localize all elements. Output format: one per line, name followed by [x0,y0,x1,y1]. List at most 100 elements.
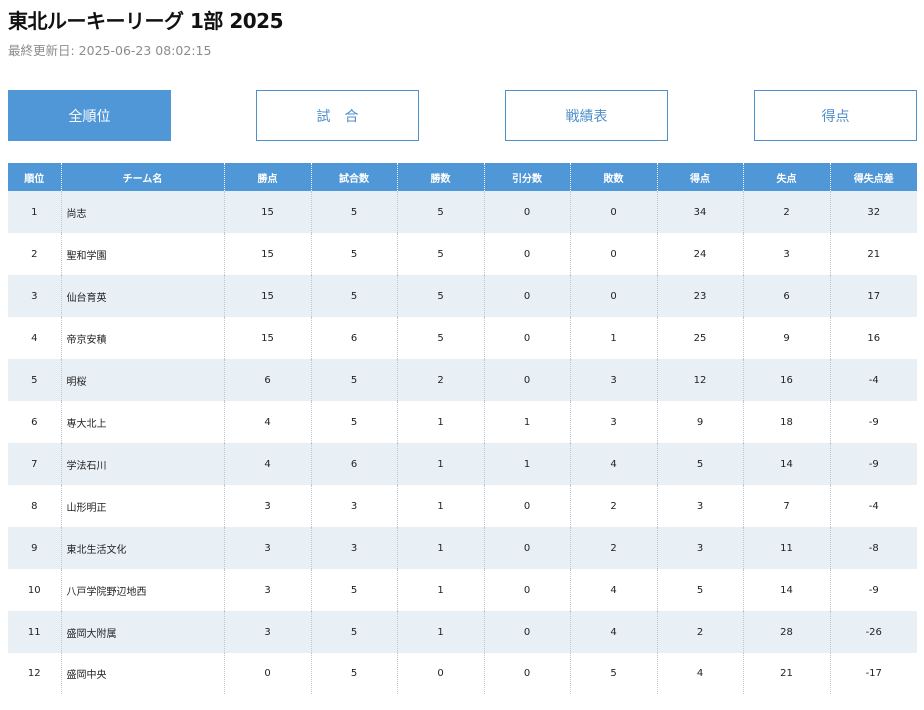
goals-for-cell: 2 [656,611,743,653]
wins-cell: 2 [396,359,484,401]
table-row: 8 山形明正 3 3 1 0 2 3 7 -4 [8,485,917,527]
last-updated-text: 最終更新日: 2025-06-23 08:02:15 [8,43,212,58]
goals-against-cell: 14 [742,443,830,485]
points-cell: 15 [223,191,311,233]
played-cell: 3 [310,485,397,527]
tab-results-table[interactable]: 戦績表 [505,90,668,141]
draws-cell: 0 [483,569,570,611]
tab-overall-standings[interactable]: 全順位 [8,90,171,141]
played-cell: 5 [310,401,397,443]
points-cell: 3 [223,611,311,653]
losses-cell: 0 [569,191,657,233]
rank-cell: 2 [8,233,61,275]
points-cell: 15 [223,275,311,317]
rank-cell: 5 [8,359,61,401]
team-name-cell: 帝京安積 [60,317,224,359]
draws-cell: 1 [483,401,570,443]
wins-cell: 5 [396,191,484,233]
team-name-cell: 明桜 [60,359,224,401]
column-header-goals-for: 得点 [656,163,743,191]
draws-cell: 0 [483,653,570,694]
table-row: 6 専大北上 4 5 1 1 3 9 18 -9 [8,401,917,443]
goal-difference-cell: -8 [829,527,917,569]
losses-cell: 4 [569,611,657,653]
rank-cell: 8 [8,485,61,527]
draws-cell: 0 [483,233,570,275]
goal-difference-cell: 21 [829,233,917,275]
points-cell: 6 [223,359,311,401]
goal-difference-cell: 32 [829,191,917,233]
column-header-team: チーム名 [60,163,224,191]
column-header-wins: 勝数 [396,163,484,191]
played-cell: 5 [310,191,397,233]
tab-scorers[interactable]: 得点 [754,90,917,141]
losses-cell: 0 [569,233,657,275]
losses-cell: 2 [569,485,657,527]
goals-for-cell: 12 [656,359,743,401]
goals-for-cell: 5 [656,443,743,485]
goals-against-cell: 18 [742,401,830,443]
team-name-cell: 仙台育英 [60,275,224,317]
table-row: 3 仙台育英 15 5 5 0 0 23 6 17 [8,275,917,317]
column-header-goal-difference: 得失点差 [829,163,917,191]
wins-cell: 1 [396,611,484,653]
table-row: 2 聖和学園 15 5 5 0 0 24 3 21 [8,233,917,275]
view-tabs: 全順位 試 合 戦績表 得点 [8,90,917,141]
column-header-draws: 引分数 [483,163,570,191]
team-name-cell: 八戸学院野辺地西 [60,569,224,611]
rank-cell: 3 [8,275,61,317]
rank-cell: 6 [8,401,61,443]
table-row: 5 明桜 6 5 2 0 3 12 16 -4 [8,359,917,401]
goals-against-cell: 6 [742,275,830,317]
goals-for-cell: 9 [656,401,743,443]
goals-for-cell: 3 [656,527,743,569]
goal-difference-cell: -9 [829,443,917,485]
losses-cell: 1 [569,317,657,359]
goals-for-cell: 25 [656,317,743,359]
goals-for-cell: 3 [656,485,743,527]
goals-for-cell: 4 [656,653,743,694]
wins-cell: 5 [396,275,484,317]
goal-difference-cell: -4 [829,485,917,527]
points-cell: 4 [223,401,311,443]
rank-cell: 12 [8,653,61,694]
goals-for-cell: 34 [656,191,743,233]
points-cell: 15 [223,317,311,359]
column-header-points: 勝点 [223,163,311,191]
losses-cell: 4 [569,443,657,485]
table-row: 10 八戸学院野辺地西 3 5 1 0 4 5 14 -9 [8,569,917,611]
wins-cell: 5 [396,317,484,359]
table-row: 12 盛岡中央 0 5 0 0 5 4 21 -17 [8,653,917,694]
draws-cell: 0 [483,275,570,317]
rank-cell: 9 [8,527,61,569]
goals-against-cell: 16 [742,359,830,401]
draws-cell: 0 [483,527,570,569]
draws-cell: 0 [483,611,570,653]
team-name-cell: 山形明正 [60,485,224,527]
table-row: 9 東北生活文化 3 3 1 0 2 3 11 -8 [8,527,917,569]
goal-difference-cell: -9 [829,401,917,443]
played-cell: 5 [310,359,397,401]
goals-against-cell: 11 [742,527,830,569]
played-cell: 5 [310,275,397,317]
goals-for-cell: 24 [656,233,743,275]
played-cell: 5 [310,653,397,694]
played-cell: 6 [310,317,397,359]
table-row: 11 盛岡大附属 3 5 1 0 4 2 28 -26 [8,611,917,653]
goals-for-cell: 5 [656,569,743,611]
table-row: 4 帝京安積 15 6 5 0 1 25 9 16 [8,317,917,359]
column-header-losses: 敗数 [569,163,657,191]
losses-cell: 2 [569,527,657,569]
goals-against-cell: 14 [742,569,830,611]
page-title: 東北ルーキーリーグ 1部 2025 [8,9,284,33]
goals-against-cell: 28 [742,611,830,653]
rank-cell: 10 [8,569,61,611]
goal-difference-cell: 16 [829,317,917,359]
wins-cell: 1 [396,443,484,485]
tab-matches[interactable]: 試 合 [256,90,419,141]
wins-cell: 5 [396,233,484,275]
goals-against-cell: 2 [742,191,830,233]
wins-cell: 1 [396,485,484,527]
standings-table: 順位 チーム名 勝点 試合数 勝数 引分数 敗数 得点 失点 得失点差 1 尚志 1… [8,163,917,694]
played-cell: 5 [310,611,397,653]
